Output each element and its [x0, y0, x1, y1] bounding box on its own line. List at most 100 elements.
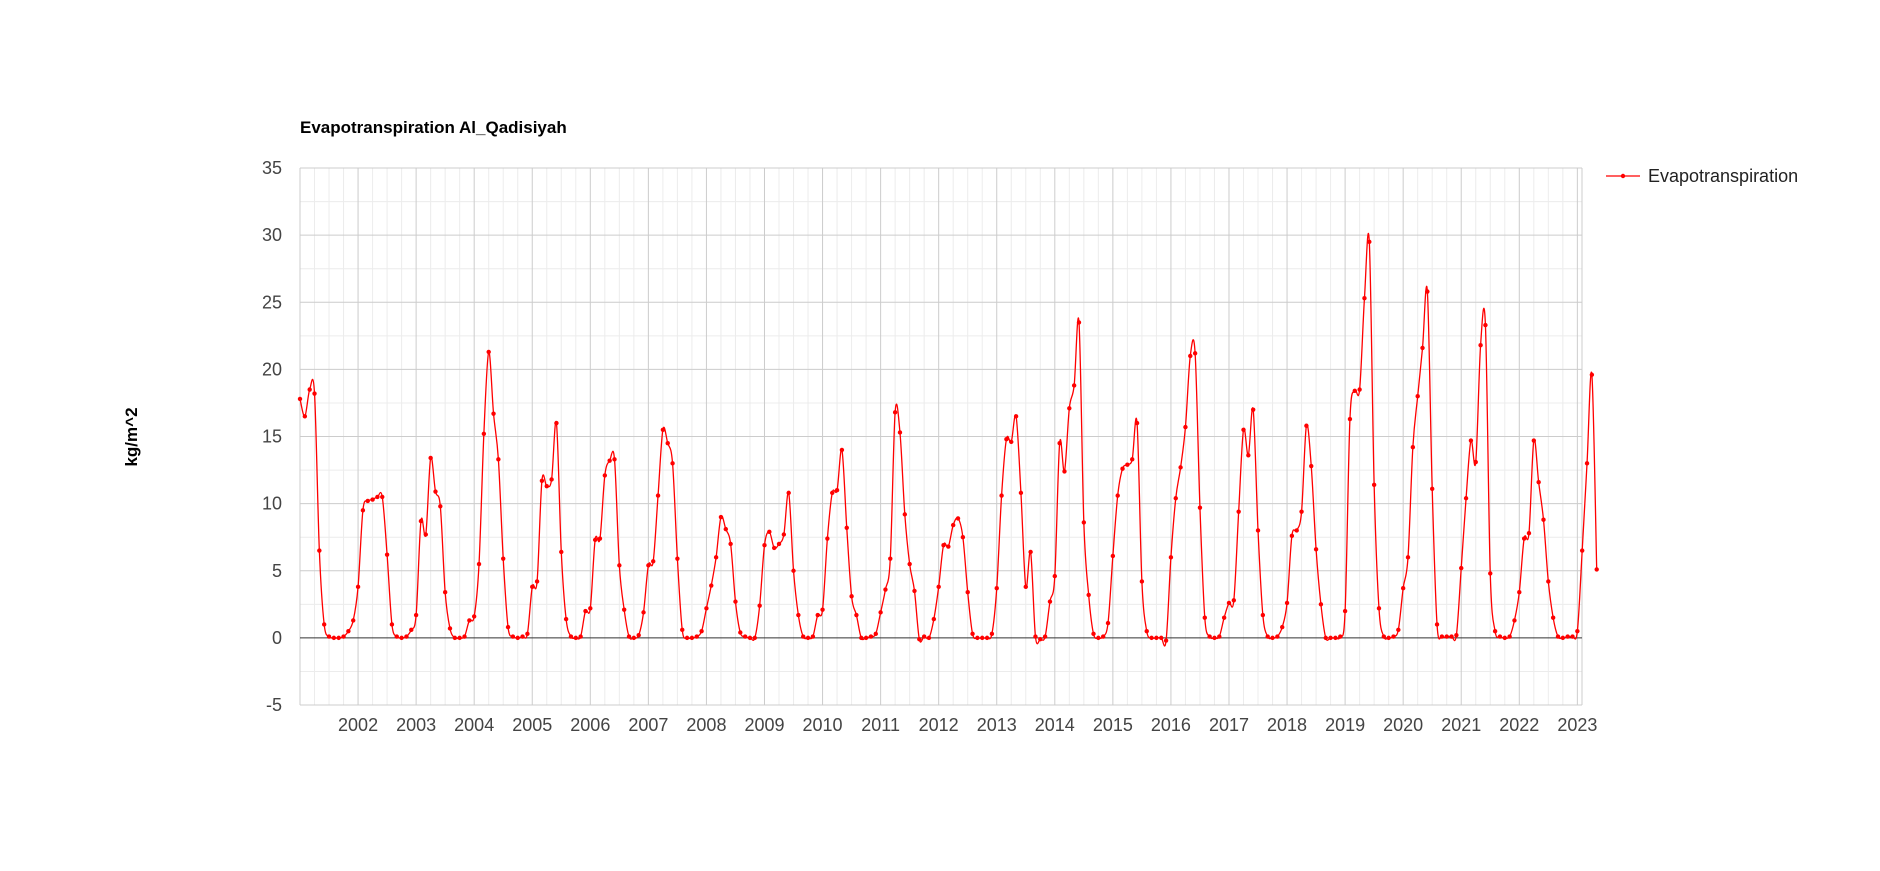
- data-point: [409, 627, 414, 633]
- data-point: [902, 512, 908, 517]
- data-point: [1333, 635, 1338, 641]
- data-point: [1304, 423, 1309, 428]
- x-tick-label: 2018: [1267, 715, 1307, 735]
- data-point: [1565, 634, 1570, 639]
- data-point: [786, 490, 791, 496]
- data-point: [1434, 622, 1440, 627]
- data-point: [481, 431, 487, 437]
- data-point: [994, 586, 999, 591]
- data-point: [955, 516, 961, 521]
- data-point: [762, 543, 767, 548]
- data-point: [1265, 634, 1270, 639]
- data-point: [1376, 606, 1382, 611]
- data-point: [1536, 479, 1541, 485]
- data-point: [573, 635, 578, 641]
- data-point: [384, 552, 390, 557]
- data-point: [1255, 528, 1261, 533]
- data-point: [1318, 602, 1324, 607]
- data-point: [1086, 592, 1091, 598]
- data-point: [912, 588, 917, 594]
- data-point: [1250, 407, 1256, 412]
- data-point: [1449, 634, 1454, 639]
- data-point: [709, 583, 714, 588]
- data-point: [1444, 634, 1449, 639]
- data-point: [452, 635, 458, 641]
- data-point: [1386, 635, 1391, 641]
- data-point: [931, 616, 937, 622]
- data-point: [597, 536, 603, 541]
- data-point: [830, 490, 835, 496]
- data-point: [742, 634, 748, 639]
- legend-label: Evapotranspiration: [1648, 166, 1798, 186]
- data-point: [1178, 465, 1183, 470]
- data-point: [1120, 466, 1125, 471]
- data-point: [1521, 536, 1527, 541]
- data-point: [626, 634, 632, 639]
- data-point: [684, 635, 690, 641]
- x-tick-label: 2008: [686, 715, 726, 735]
- y-tick-label: 15: [262, 427, 282, 447]
- data-point: [602, 473, 608, 478]
- y-tick-label: 5: [272, 561, 282, 581]
- data-point: [747, 635, 753, 641]
- data-point: [907, 561, 912, 567]
- data-point: [1410, 445, 1416, 450]
- data-point: [883, 587, 888, 592]
- data-point: [1028, 549, 1033, 555]
- data-point: [1192, 351, 1198, 356]
- data-point: [1154, 635, 1159, 641]
- x-tick-label: 2015: [1093, 715, 1133, 735]
- data-point: [501, 556, 506, 561]
- data-point: [989, 631, 995, 637]
- data-point: [1555, 634, 1561, 639]
- data-point: [312, 391, 317, 396]
- data-point: [1042, 634, 1048, 639]
- data-point: [975, 635, 980, 641]
- data-point: [588, 606, 593, 611]
- data-point: [1197, 505, 1203, 510]
- data-point: [1071, 383, 1077, 388]
- data-point: [1168, 555, 1174, 560]
- data-point: [1502, 635, 1507, 641]
- data-point: [946, 544, 951, 549]
- data-point: [999, 493, 1004, 498]
- data-point: [892, 410, 898, 415]
- data-point: [863, 635, 869, 641]
- data-point: [433, 489, 438, 494]
- data-point: [520, 634, 525, 639]
- data-point: [1076, 320, 1082, 325]
- data-point: [1125, 462, 1130, 467]
- data-point: [878, 610, 883, 615]
- data-point: [1105, 620, 1111, 626]
- data-point: [675, 556, 680, 561]
- data-point: [984, 635, 990, 641]
- data-point: [1163, 638, 1169, 643]
- data-point: [1575, 628, 1580, 634]
- data-point: [326, 634, 332, 639]
- data-point: [302, 414, 308, 419]
- data-point: [307, 387, 312, 392]
- data-point: [844, 525, 849, 530]
- data-point: [1110, 553, 1116, 559]
- data-point: [525, 631, 530, 637]
- data-point: [1550, 615, 1556, 620]
- x-tick-label: 2019: [1325, 715, 1365, 735]
- data-point: [873, 631, 878, 637]
- data-point: [980, 635, 985, 641]
- data-point: [380, 494, 385, 500]
- data-point: [1342, 608, 1348, 614]
- data-point: [360, 508, 366, 513]
- data-point: [1463, 496, 1469, 501]
- legend: Evapotranspiration: [1606, 166, 1798, 186]
- data-point: [1371, 482, 1377, 488]
- x-tick-label: 2022: [1499, 715, 1539, 735]
- data-point: [336, 635, 341, 641]
- x-tick-label: 2004: [454, 715, 494, 735]
- data-point: [1546, 579, 1551, 584]
- data-point: [771, 545, 777, 551]
- data-point: [1352, 388, 1357, 394]
- data-point: [1497, 634, 1503, 639]
- data-point: [1009, 439, 1014, 445]
- data-point: [655, 493, 661, 498]
- data-point: [1299, 509, 1304, 514]
